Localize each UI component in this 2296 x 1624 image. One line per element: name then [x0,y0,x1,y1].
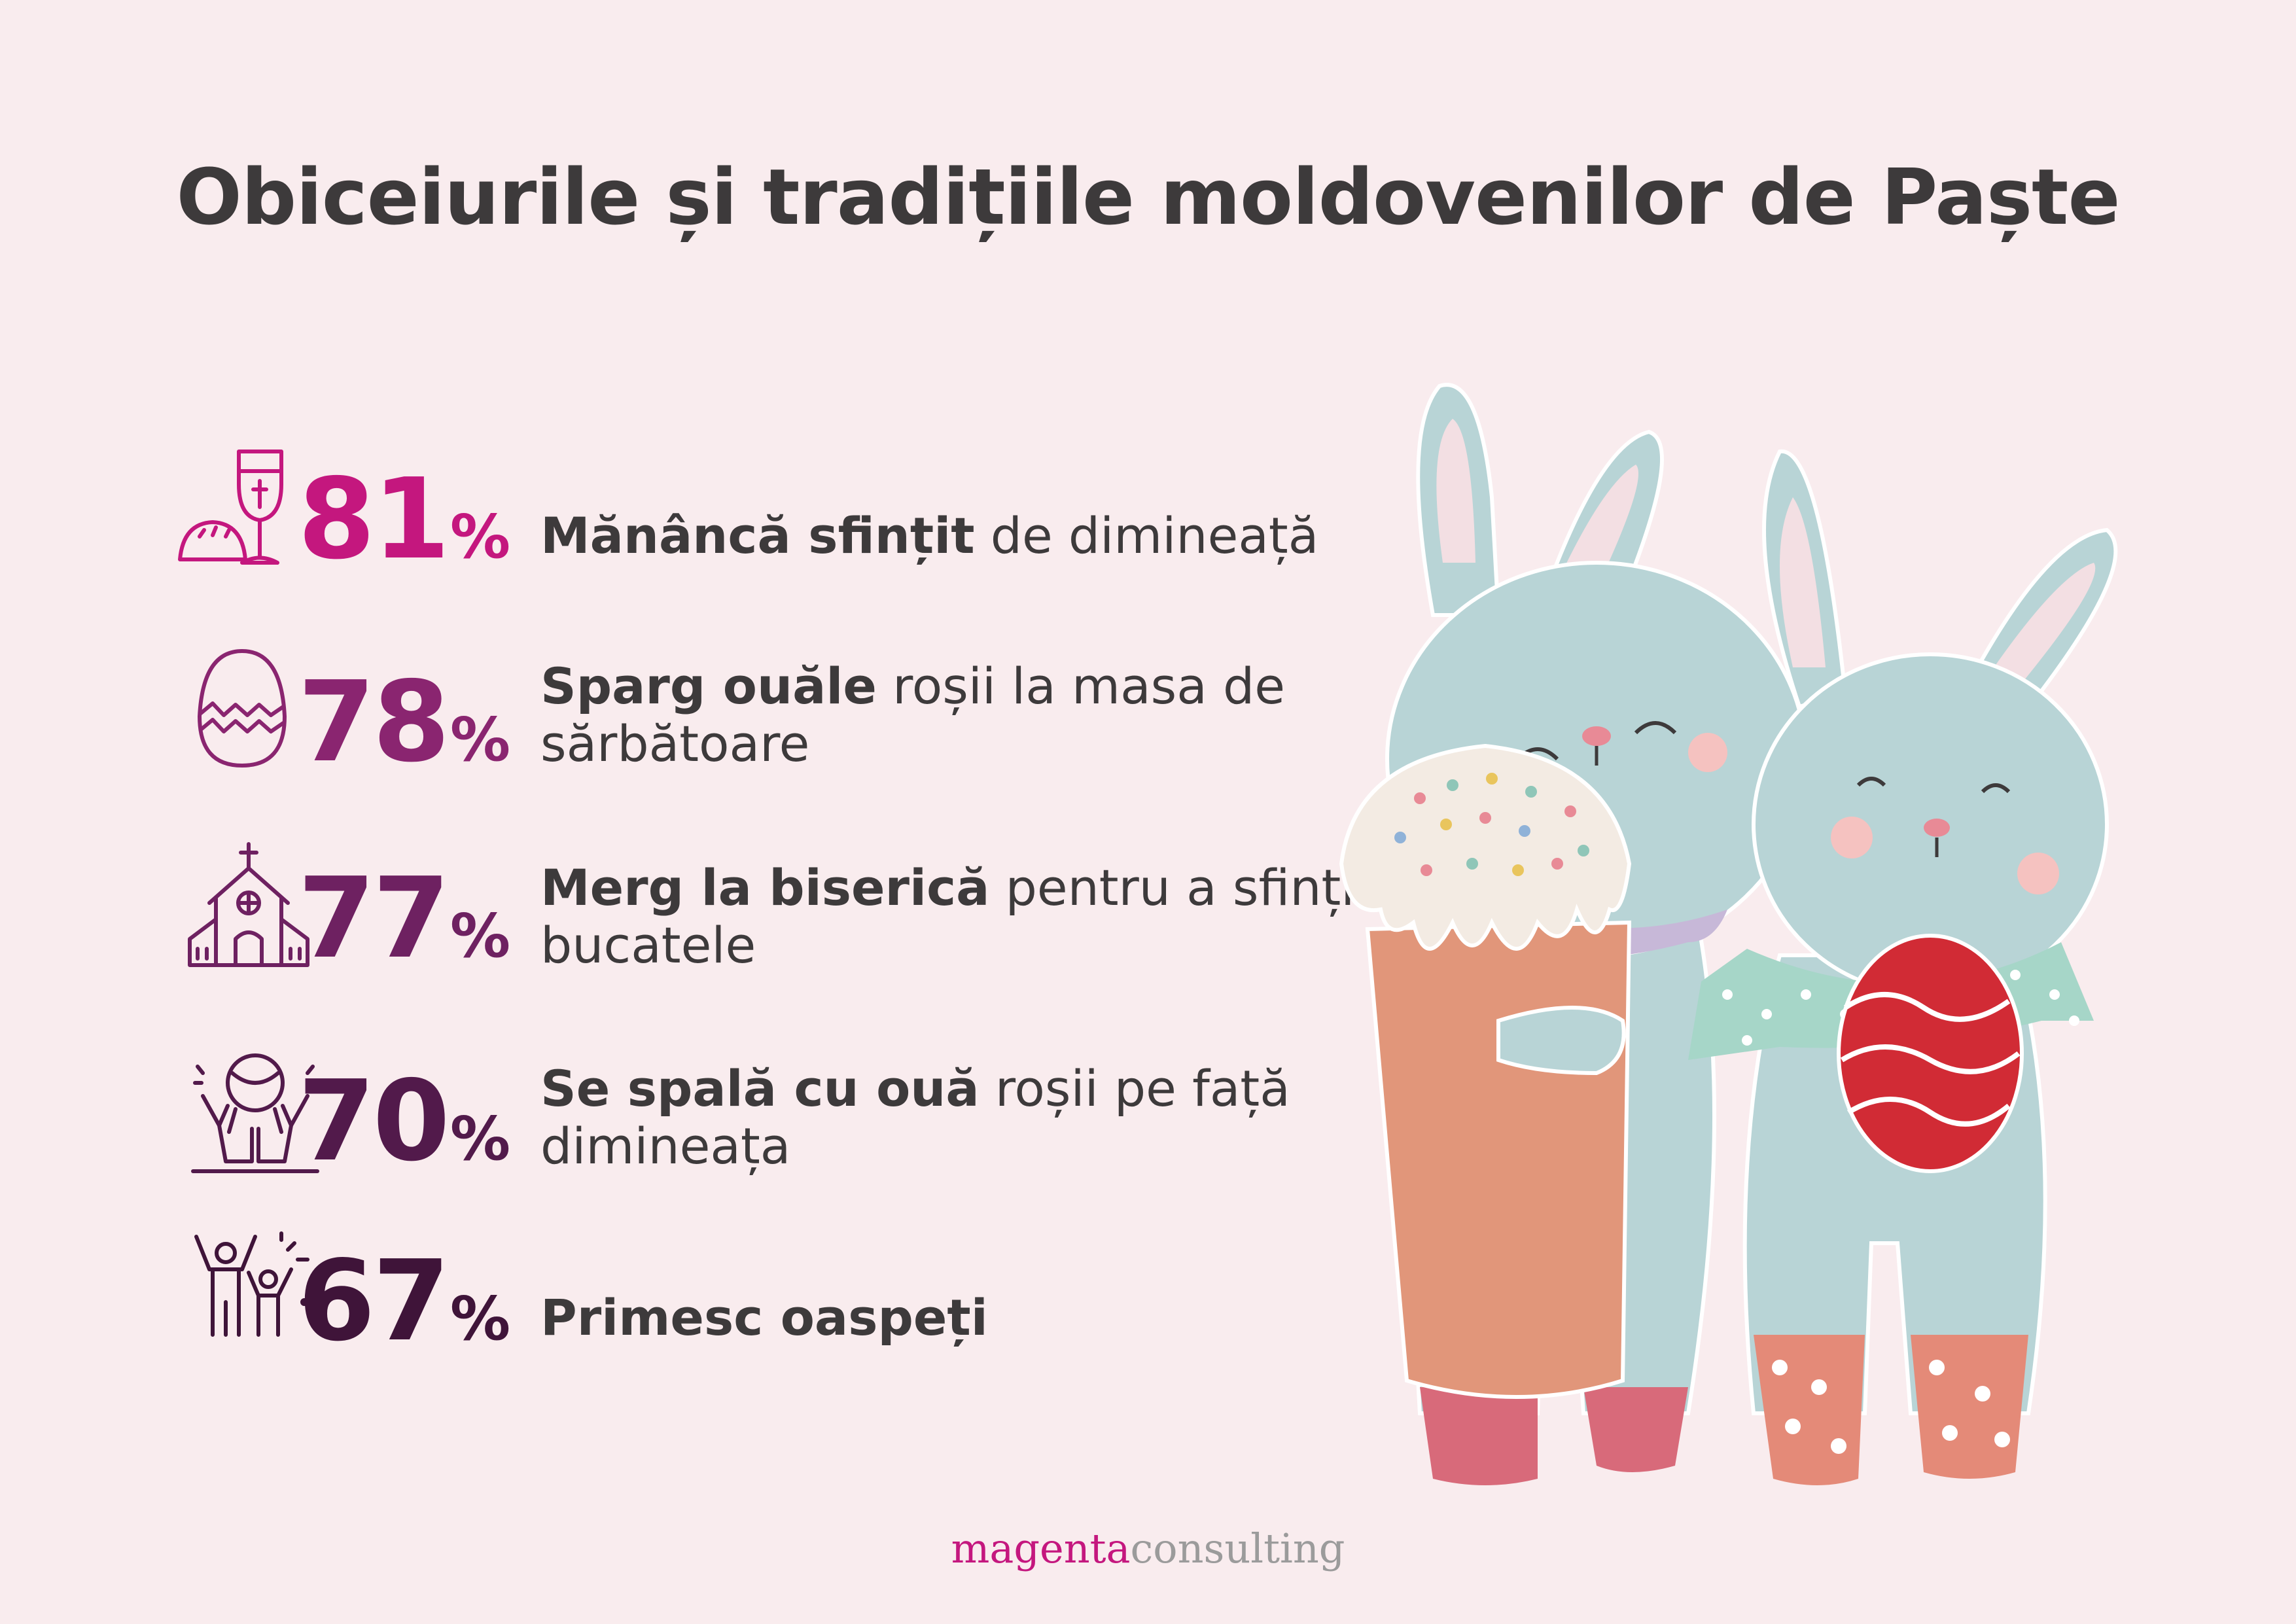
item-description-rest: roșii pe față dimineața [540,1059,1290,1175]
list-item: 67% Primesc oaspeți [0,1230,1439,1374]
item-description: Primesc oaspeți [540,1289,1391,1347]
easter-bunnies-illustration [1322,366,2238,1492]
item-description-rest: roșii la masa de sărbătoare [540,657,1285,773]
cracked-egg-icon [177,644,308,775]
list-item: 81% Mănâncă sfințit de dimineață [0,445,1439,589]
percentage-value: 70% [298,1057,510,1186]
percent-sign: % [450,502,510,572]
percent-number: 81 [298,455,450,584]
logo-part-consulting: consulting [1130,1525,1345,1572]
logo-part-magenta: magenta [951,1525,1131,1572]
item-description-bold: Merg la biserică [540,858,990,917]
item-description: Sparg ouăle roșii la masa de sărbătoare [540,658,1391,773]
item-description: Mănâncă sfințit de dimineață [540,507,1391,565]
percent-sign: % [450,1284,510,1354]
chalice-bread-icon [177,445,308,576]
percent-number: 67 [298,1237,450,1366]
percent-sign: % [450,1104,510,1174]
list-item: 77% Merg la biserică pentru a sfinți buc… [0,841,1439,985]
list-item: 70% Se spală cu ouă roșii pe față dimine… [0,1047,1439,1191]
item-description-bold: Sparg ouăle [540,657,877,715]
washing-hands-icon [190,1047,321,1178]
item-description-bold: Se spală cu ouă [540,1059,980,1118]
list-item: 78% Sparg ouăle roșii la masa de sărbăto… [0,644,1439,788]
brand-logo: magentaconsulting [0,1525,2296,1572]
percentage-value: 78% [298,658,510,787]
guests-icon [183,1230,314,1361]
percent-sign: % [450,705,510,775]
item-description-rest: pentru a sfinți bucatele [540,858,1355,974]
percentage-value: 77% [298,854,510,983]
percent-number: 70 [298,1057,450,1186]
percent-sign: % [450,901,510,971]
item-description-rest: de dimineață [974,506,1319,565]
page-title: Obiceiurile și tradițiile moldovenilor d… [176,152,2120,242]
percentage-value: 67% [298,1237,510,1366]
church-icon [183,841,314,972]
item-description: Merg la biserică pentru a sfinți bucatel… [540,859,1391,974]
item-description: Se spală cu ouă roșii pe față dimineața [540,1060,1391,1175]
percent-number: 78 [298,658,450,787]
percent-number: 77 [298,854,450,983]
item-description-bold: Primesc oaspeți [540,1288,988,1347]
percentage-value: 81% [298,455,510,584]
item-description-bold: Mănâncă sfințit [540,506,975,565]
